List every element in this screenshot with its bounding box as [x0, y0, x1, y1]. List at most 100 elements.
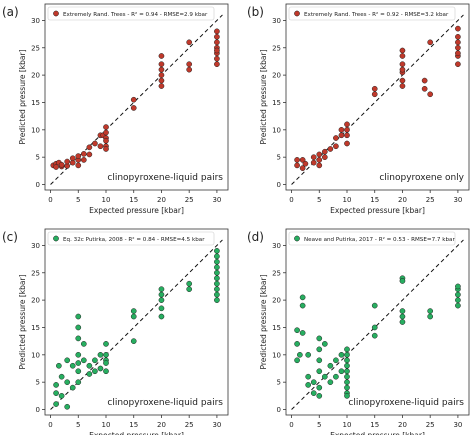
- data-point: [80, 357, 87, 364]
- y-tick-label: 25: [272, 269, 281, 277]
- data-point: [344, 379, 350, 386]
- data-point: [310, 379, 317, 386]
- plot-frame: [44, 228, 229, 416]
- data-point: [158, 297, 165, 303]
- x-tick-label: 20: [157, 421, 166, 429]
- x-tick-label: 5: [317, 421, 321, 429]
- x-tick-label: 0: [48, 421, 52, 429]
- y-axis-label: Predicted pressure [kbar]: [18, 49, 27, 144]
- data-point: [69, 155, 76, 162]
- data-point: [455, 283, 461, 290]
- data-point: [344, 346, 350, 353]
- data-point: [344, 393, 350, 399]
- data-point: [53, 390, 59, 396]
- data-point: [64, 403, 71, 410]
- data-point: [338, 132, 345, 139]
- data-point: [371, 332, 378, 339]
- data-point: [97, 351, 104, 358]
- data-point: [344, 140, 350, 147]
- data-point: [399, 319, 406, 325]
- data-point: [64, 158, 71, 165]
- data-point: [344, 362, 350, 369]
- y-tick-label: 15: [272, 99, 281, 107]
- legend-box: [288, 6, 456, 21]
- panel-label: (c): [2, 230, 18, 244]
- x-axis-label: Expected pressure [kbar]: [330, 206, 425, 215]
- data-point: [321, 373, 328, 380]
- identity-line: [50, 239, 223, 410]
- legend-text: Eq. 32c Putirka, 2008 - R² = 0.84 - RMSE…: [63, 236, 205, 243]
- x-tick-label: 30: [453, 196, 462, 204]
- x-tick-label: 10: [102, 196, 111, 204]
- data-point: [299, 157, 306, 163]
- data-point: [316, 346, 323, 353]
- plot-frame: [285, 228, 470, 416]
- data-point: [294, 357, 300, 364]
- y-tick-label: 10: [31, 351, 40, 359]
- y-tick-label: 0: [277, 406, 281, 414]
- data-point: [421, 77, 428, 84]
- data-point: [103, 341, 109, 347]
- data-point: [455, 291, 461, 298]
- data-point: [64, 379, 71, 386]
- data-point: [75, 162, 82, 169]
- panel-label: (b): [247, 5, 264, 19]
- data-point: [80, 157, 87, 163]
- data-point: [130, 338, 137, 344]
- y-tick-label: 25: [272, 44, 281, 52]
- data-point: [69, 384, 76, 391]
- annotation-text: clinopyroxene-liquid pairs: [348, 398, 464, 408]
- plot-frame: [44, 3, 229, 191]
- data-point: [338, 368, 345, 375]
- legend-marker: [294, 235, 300, 242]
- data-point: [294, 341, 300, 347]
- y-tick-label: 10: [272, 351, 281, 359]
- x-tick-label: 5: [76, 196, 80, 204]
- x-tick-label: 10: [343, 196, 352, 204]
- x-tick-label: 0: [289, 196, 293, 204]
- data-point: [294, 327, 300, 334]
- x-axis-label: Expected pressure [kbar]: [330, 431, 425, 435]
- data-point: [294, 162, 300, 169]
- data-point: [158, 53, 165, 59]
- data-point: [399, 66, 406, 73]
- data-point: [310, 390, 317, 396]
- y-tick-label: 15: [31, 99, 40, 107]
- data-point: [86, 362, 93, 369]
- data-point: [158, 291, 165, 298]
- y-tick-label: 15: [272, 324, 281, 332]
- data-point: [333, 135, 339, 141]
- data-point: [130, 308, 137, 314]
- data-point: [158, 83, 165, 89]
- legend-text: Neave and Putirka, 2017 - R² = 0.53 - RM…: [304, 236, 455, 243]
- data-point: [214, 253, 220, 260]
- data-point: [321, 148, 328, 155]
- data-point: [86, 371, 93, 377]
- x-tick-label: 20: [398, 421, 407, 429]
- y-tick-label: 0: [277, 181, 281, 189]
- data-point: [455, 25, 461, 32]
- data-point: [399, 61, 406, 68]
- y-tick-label: 20: [272, 297, 281, 305]
- data-point: [427, 91, 434, 98]
- x-tick-label: 25: [426, 196, 435, 204]
- data-point: [214, 248, 220, 254]
- data-point: [75, 335, 82, 342]
- data-point: [103, 146, 109, 152]
- x-tick-label: 15: [370, 421, 379, 429]
- data-point: [316, 368, 323, 375]
- x-tick-label: 25: [185, 196, 194, 204]
- x-tick-label: 30: [212, 196, 221, 204]
- x-axis-label: Expected pressure [kbar]: [89, 431, 184, 435]
- data-point: [92, 140, 98, 147]
- data-point: [344, 357, 350, 364]
- y-tick-label: 30: [272, 242, 281, 250]
- data-point: [75, 379, 82, 386]
- data-point: [421, 85, 428, 92]
- data-point: [158, 66, 165, 73]
- y-tick-label: 5: [277, 154, 281, 162]
- legend-text: Extremely Rand. Trees - R² = 0.94 - RMSE…: [63, 11, 208, 18]
- data-point: [75, 368, 82, 375]
- data-point: [299, 165, 306, 171]
- data-point: [186, 280, 193, 287]
